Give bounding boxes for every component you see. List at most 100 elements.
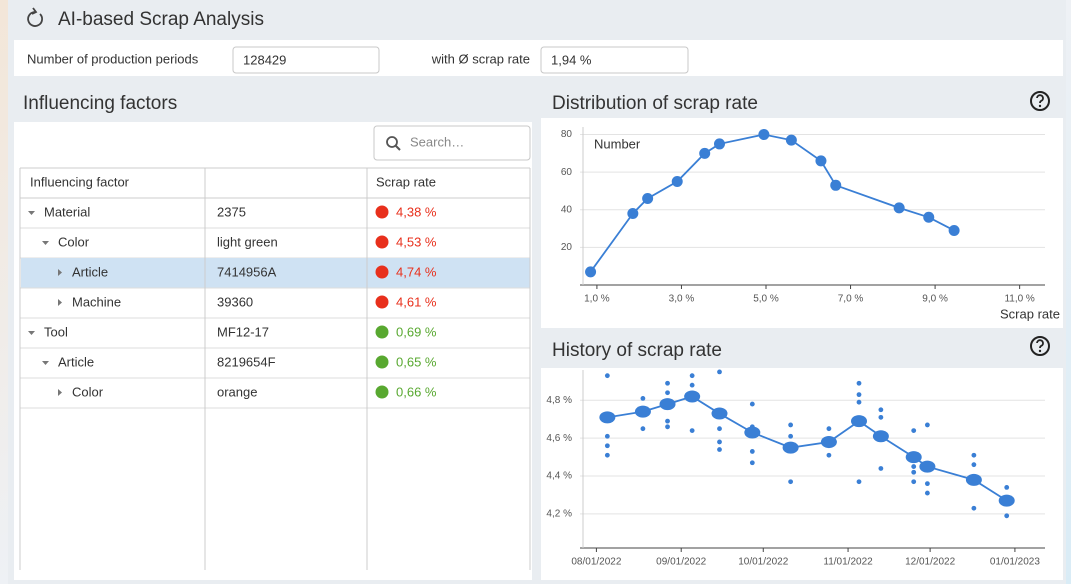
x-tick-label: 10/01/2022 bbox=[738, 557, 788, 568]
sample-point bbox=[856, 380, 862, 386]
mean-point bbox=[919, 460, 936, 473]
y-tick-label: 60 bbox=[561, 167, 573, 178]
x-tick-label: 01/01/2023 bbox=[990, 557, 1040, 568]
search-icon bbox=[386, 136, 398, 148]
sample-point bbox=[604, 373, 610, 379]
sample-point bbox=[856, 479, 862, 485]
scrap-rate: 0,69 % bbox=[396, 324, 437, 339]
mean-point bbox=[820, 435, 837, 448]
help-icon[interactable] bbox=[1030, 91, 1050, 111]
factor-name: Article bbox=[58, 354, 94, 369]
rate-input[interactable] bbox=[540, 46, 689, 74]
sample-point bbox=[717, 447, 722, 452]
expand-caret[interactable] bbox=[28, 331, 35, 335]
x-tick-label: 1,0 % bbox=[584, 294, 610, 305]
history-panel bbox=[541, 368, 1063, 580]
mean-point bbox=[599, 411, 616, 424]
periods-value: 128429 bbox=[243, 52, 286, 67]
sample-point bbox=[856, 399, 862, 405]
expand-caret[interactable] bbox=[58, 299, 62, 306]
factor-name: Material bbox=[44, 204, 90, 219]
periods-input[interactable] bbox=[232, 46, 380, 74]
sample-point bbox=[878, 466, 884, 471]
x-tick-label: 7,0 % bbox=[838, 294, 864, 305]
y-tick-label: 4,4 % bbox=[546, 471, 572, 482]
rate-value: 1,94 % bbox=[551, 52, 592, 67]
data-point bbox=[699, 147, 711, 159]
sample-point bbox=[604, 433, 610, 439]
sample-point bbox=[1004, 513, 1010, 519]
expand-caret[interactable] bbox=[42, 241, 49, 245]
data-point bbox=[642, 192, 654, 204]
refresh-icon[interactable] bbox=[27, 7, 43, 27]
sample-point bbox=[665, 380, 670, 386]
y-tick-label: 4,8 % bbox=[546, 395, 572, 406]
x-tick-label: 08/01/2022 bbox=[571, 557, 621, 568]
data-point bbox=[785, 134, 797, 146]
status-dot bbox=[375, 385, 389, 399]
sample-point bbox=[717, 369, 722, 375]
factor-value: 8219654F bbox=[217, 354, 276, 369]
y-tick-label: 40 bbox=[561, 204, 573, 215]
factor-value: light green bbox=[217, 234, 278, 249]
search-input[interactable] bbox=[373, 125, 531, 161]
factors-panel bbox=[14, 122, 532, 580]
sample-point bbox=[971, 505, 977, 511]
sample-point bbox=[924, 422, 930, 428]
y-tick-label: 80 bbox=[561, 129, 573, 140]
sample-point bbox=[665, 424, 670, 430]
sample-point bbox=[749, 449, 755, 454]
data-point bbox=[923, 211, 935, 223]
factors-title: Influencing factors bbox=[23, 93, 177, 114]
sample-point bbox=[878, 407, 884, 413]
selected-row bbox=[21, 258, 530, 288]
history-chart: 4,2 % 4,4 % 4,6 % 4,8 % 08/01/2022 09/01/2022… bbox=[546, 369, 1045, 568]
sample-point bbox=[971, 452, 977, 458]
scrap-rate: 0,66 % bbox=[396, 384, 437, 399]
status-dot bbox=[375, 295, 389, 309]
history-title: History of scrap rate bbox=[552, 340, 722, 361]
sample-point bbox=[924, 490, 930, 496]
factor-value: 7414956A bbox=[217, 264, 277, 279]
mean-point bbox=[711, 407, 728, 420]
scrap-rate: 0,65 % bbox=[396, 354, 437, 369]
sample-point bbox=[1004, 485, 1010, 490]
sample-point bbox=[640, 396, 646, 401]
sample-point bbox=[604, 452, 610, 458]
sample-point bbox=[911, 428, 917, 433]
expand-caret[interactable] bbox=[42, 361, 49, 365]
search-icon-handle bbox=[395, 145, 401, 151]
scrap-rate: 4,74 % bbox=[396, 264, 437, 279]
data-point bbox=[714, 138, 725, 150]
status-dot bbox=[375, 355, 389, 369]
expand-caret[interactable] bbox=[58, 389, 62, 396]
sample-point bbox=[856, 392, 862, 398]
distribution-title: Distribution of scrap rate bbox=[552, 93, 758, 114]
factor-name: Article bbox=[72, 264, 108, 279]
sample-point bbox=[788, 479, 794, 485]
expand-caret[interactable] bbox=[28, 211, 35, 215]
sample-point bbox=[665, 390, 670, 396]
factor-name: Tool bbox=[44, 324, 68, 339]
y-tick-label: 4,6 % bbox=[546, 433, 572, 444]
factor-table: Influencing factor Scrap rate Material 2375… bbox=[19, 167, 531, 570]
x-tick-label: 11,0 % bbox=[1004, 294, 1034, 305]
help-icon[interactable] bbox=[1030, 336, 1050, 356]
distribution-panel bbox=[541, 118, 1063, 328]
sample-point bbox=[788, 422, 794, 428]
mean-point bbox=[659, 398, 676, 411]
data-point bbox=[948, 224, 960, 236]
status-dot bbox=[375, 235, 389, 249]
expand-caret[interactable] bbox=[58, 269, 62, 276]
y-tick-label: 20 bbox=[561, 242, 573, 253]
factor-value: 39360 bbox=[217, 294, 253, 309]
summary-bar bbox=[14, 40, 1063, 76]
distribution-chart: 20 40 60 80 1,0 % 3,0 % 5,0 % 7,0 % 9,0 % 11,0 %S… bbox=[561, 127, 1060, 321]
mean-point bbox=[998, 494, 1015, 507]
sample-point bbox=[878, 414, 884, 420]
mean-point bbox=[965, 473, 982, 486]
sample-point bbox=[788, 433, 794, 439]
periods-label: Number of production periods bbox=[27, 51, 199, 66]
mean-point bbox=[782, 441, 799, 454]
